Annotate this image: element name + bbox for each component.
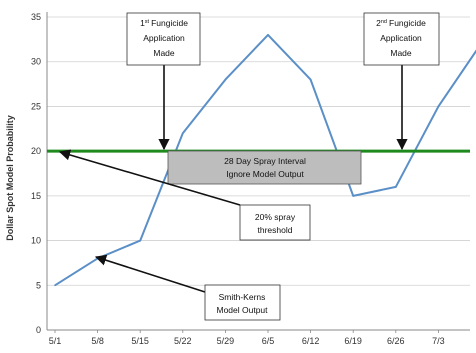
second-fungicide-box (363, 12, 440, 66)
y-tick-1: 5 (36, 280, 41, 290)
second-fungicide-ordinal: 2 (376, 18, 381, 28)
spray-interval-line-2: Ignore Model Output (226, 169, 304, 179)
x-tick-8: 6/26 (387, 336, 405, 346)
data-point-0 (54, 284, 56, 287)
first-fungicide-box (126, 12, 201, 66)
first-fungicide-sup: st (145, 19, 150, 25)
data-point-3 (182, 132, 184, 135)
x-tick-6: 6/12 (302, 336, 320, 346)
spray-threshold-annotation: 20% spray threshold (239, 204, 311, 241)
y-tick-6: 30 (31, 57, 41, 67)
second-fungicide-line-2: Application (380, 33, 422, 43)
x-tick-labels: 5/1 5/8 5/15 5/22 5/29 6/5 6/12 6/19 6/26 7/3 (49, 330, 445, 346)
x-tick-5: 6/5 (262, 336, 275, 346)
first-fungicide-line-3: Made (153, 48, 175, 58)
spray-interval-rect (167, 150, 362, 185)
x-tick-2: 5/15 (131, 336, 149, 346)
first-fungicide-annotation: 1st Fungicide Application Made (126, 12, 201, 66)
x-tick-1: 5/8 (91, 336, 104, 346)
first-fungicide-ordinal: 1 (140, 18, 145, 28)
second-fungicide-word: Fungicide (389, 18, 426, 28)
y-axis-label: Dollar Spot Model Probability (5, 115, 15, 241)
second-fungicide-line-3: Made (390, 48, 412, 58)
y-tick-0: 0 (36, 325, 41, 335)
spray-interval-line-1: 28 Day Spray Interval (224, 156, 306, 166)
y-tick-4: 20 (31, 146, 41, 156)
data-point-6 (309, 78, 312, 81)
second-fungicide-sup: nd (381, 19, 387, 25)
y-tick-2: 10 (31, 236, 41, 246)
second-fungicide-annotation: 2nd Fungicide Application Made (363, 12, 440, 66)
model-output-line-2: Model Output (216, 305, 268, 315)
model-output-annotation: Smith-Kerns Model Output (204, 284, 281, 321)
first-fungicide-word: Fungicide (151, 18, 188, 28)
first-fungicide-line-2: Application (143, 33, 185, 43)
axes (46, 12, 470, 331)
y-tick-5: 25 (31, 101, 41, 111)
model-output-line-1: Smith-Kerns (219, 292, 266, 302)
data-point-2 (139, 239, 141, 242)
y-tick-3: 15 (31, 191, 41, 201)
x-tick-0: 5/1 (49, 336, 62, 346)
model-output-box (204, 284, 281, 321)
spray-threshold-line-1: 20% spray (255, 212, 296, 222)
second-fungicide-line-1: 2nd Fungicide (376, 18, 426, 28)
data-point-9 (437, 105, 440, 108)
x-tick-4: 5/29 (217, 336, 235, 346)
data-point-5 (267, 34, 269, 36)
model-output-arrow (94, 254, 206, 293)
y-tick-7: 35 (31, 12, 41, 22)
x-tick-3: 5/22 (174, 336, 192, 346)
data-point-8 (395, 186, 397, 188)
x-tick-7: 6/19 (344, 336, 362, 346)
first-fungicide-line-1: 1st Fungicide (140, 18, 188, 28)
spray-threshold-box (239, 204, 311, 241)
spray-threshold-line-2: threshold (258, 225, 293, 235)
x-tick-9: 7/3 (432, 336, 445, 346)
spray-interval-box: 28 Day Spray Interval Ignore Model Outpu… (167, 150, 362, 185)
threshold-arrow (58, 149, 241, 206)
data-point-7 (352, 195, 355, 197)
y-tick-labels: 0 5 10 15 20 25 30 35 (31, 12, 41, 335)
data-point-4 (224, 78, 227, 81)
